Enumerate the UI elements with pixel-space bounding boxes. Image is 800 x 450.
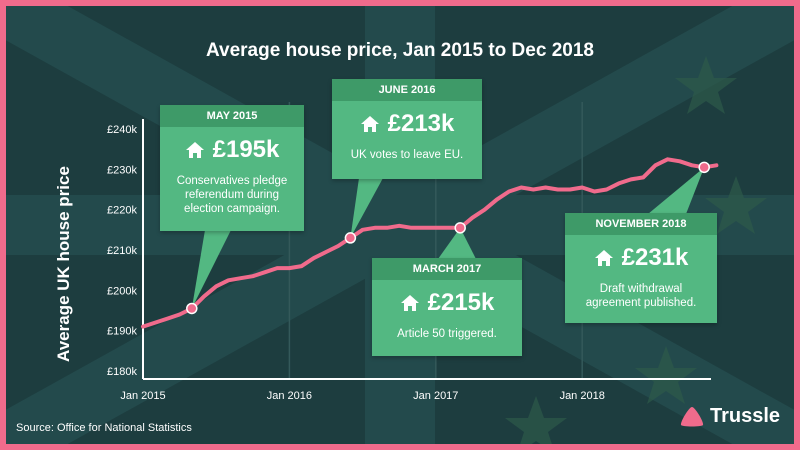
callout-june-2016: JUNE 2016 £213k UK votes to leave EU.: [332, 79, 482, 179]
callout-november-2018: NOVEMBER 2018 £231k Draft withdrawal agr…: [565, 213, 717, 323]
y-tick-label: £190k: [107, 326, 137, 338]
house-icon: [400, 295, 419, 311]
x-tick-label: Jan 2018: [560, 390, 605, 402]
house-icon: [185, 142, 204, 158]
y-tick-label: £200k: [107, 285, 137, 297]
highlight-point: [344, 232, 357, 244]
callout-price: £215k: [427, 289, 495, 316]
brand-name: Trussle: [709, 405, 780, 427]
house-icon: [594, 250, 613, 266]
callout-march-2017: MARCH 2017 £215k Article 50 triggered.: [372, 258, 522, 356]
highlight-points: [186, 161, 710, 315]
callout-pointer: [191, 230, 231, 309]
highlight-point: [186, 302, 198, 315]
callout-pointer: [350, 178, 383, 238]
callout-title: MARCH 2017: [372, 258, 522, 280]
house-price-line: [141, 157, 719, 329]
callout-title: MAY 2015: [160, 105, 304, 127]
y-tick-label: £240k: [107, 124, 137, 136]
y-tick-label: £180k: [107, 366, 137, 378]
y-tick-label: £210k: [107, 245, 137, 257]
callout-description: UK votes to leave EU.: [350, 149, 464, 161]
callout-price: £231k: [621, 244, 689, 271]
x-tick-label: Jan 2015: [120, 390, 165, 402]
highlight-point: [454, 222, 466, 234]
callout-title: NOVEMBER 2018: [565, 213, 717, 235]
callout-pointer: [648, 167, 705, 214]
callout-price: £213k: [387, 110, 455, 137]
callout-title: JUNE 2016: [332, 79, 482, 101]
callout-may-2015: MAY 2015 £195k Conservatives pledge refe…: [160, 105, 304, 231]
line-chart: £180k £190k £200k £210k £220k £230k £240k Jan …: [107, 102, 719, 402]
y-ticks: £180k £190k £200k £210k £220k £230k £240k: [107, 124, 137, 378]
callout-description: Conservatives pledge referendum during e…: [176, 175, 288, 215]
trussle-logo-icon: [680, 406, 704, 426]
chart-title: Average house price, Jan 2015 to Dec 201…: [206, 40, 594, 61]
callout-price: £195k: [212, 136, 280, 163]
y-tick-label: £220k: [107, 205, 137, 217]
house-icon: [360, 116, 379, 132]
callout-connectors: [191, 167, 705, 309]
callout-description: Article 50 triggered.: [397, 328, 497, 340]
x-tick-label: Jan 2016: [267, 390, 312, 402]
callout-description: Draft withdrawal agreement published.: [585, 283, 697, 309]
highlight-point: [698, 161, 710, 174]
x-tick-label: Jan 2017: [413, 390, 458, 402]
source-note: Source: Office for National Statistics: [16, 422, 192, 434]
y-tick-label: £230k: [107, 164, 137, 176]
callout-pointer: [438, 227, 476, 259]
trussle-logo: Trussle: [679, 405, 780, 428]
